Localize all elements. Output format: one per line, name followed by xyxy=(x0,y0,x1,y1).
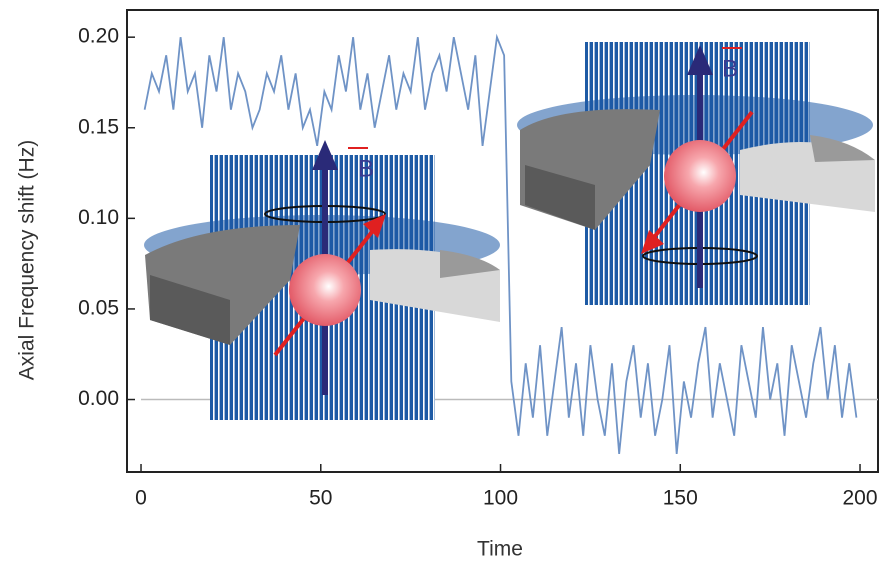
data-line xyxy=(143,33,858,454)
x-tick-label: 200 xyxy=(843,487,878,510)
y-tick-label: 0.05 xyxy=(78,296,119,319)
x-axis-label: Time xyxy=(477,538,523,561)
y-tick-label: 0.00 xyxy=(78,387,119,410)
inset-right: B xyxy=(517,42,875,305)
x-tick-label: 150 xyxy=(663,487,698,510)
field-label: B xyxy=(358,155,374,182)
y-tick-label: 0.15 xyxy=(78,115,119,138)
x-tick-label: 50 xyxy=(309,487,332,510)
y-axis-label: Axial Frequency shift (Hz) xyxy=(16,140,39,380)
plot-frame xyxy=(126,9,879,473)
x-tick-label: 0 xyxy=(135,487,147,510)
field-label: B xyxy=(722,55,738,82)
inset-left: B xyxy=(144,140,500,420)
x-tick-label: 100 xyxy=(483,487,518,510)
y-tick-label: 0.20 xyxy=(78,25,119,48)
y-tick-label: 0.10 xyxy=(78,206,119,229)
